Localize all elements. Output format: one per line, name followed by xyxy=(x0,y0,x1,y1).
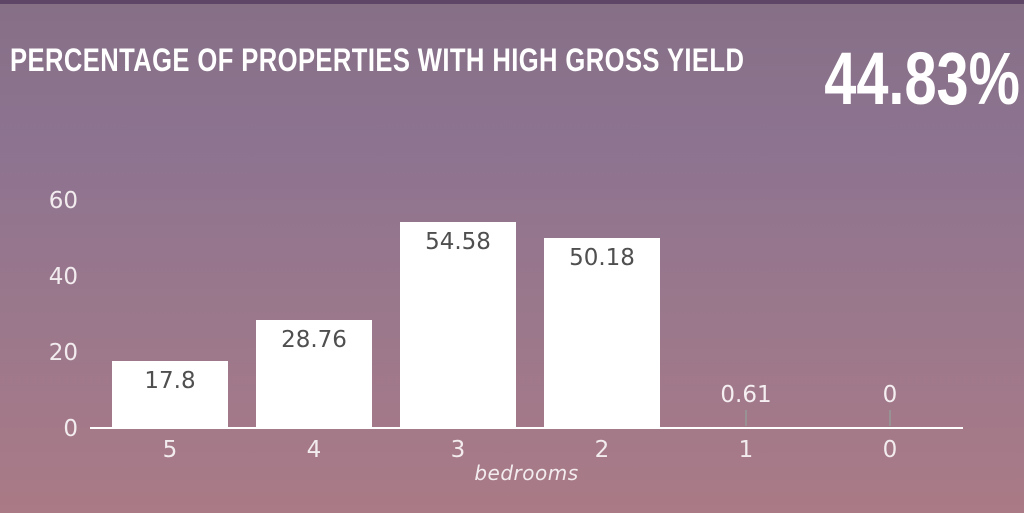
bar-value-label: 17.8 xyxy=(144,368,196,394)
x-tick-label: 0 xyxy=(882,437,898,463)
bar-value-label: 54.58 xyxy=(425,229,491,255)
x-axis-line xyxy=(90,427,963,429)
headline-percentage: 44.83% xyxy=(824,37,1020,120)
x-tick-label: 5 xyxy=(162,437,178,463)
leader-line xyxy=(745,410,747,426)
bar-value-label: 50.18 xyxy=(569,245,635,271)
bar-value-label: 0.61 xyxy=(720,382,772,408)
x-tick-label: 1 xyxy=(738,437,754,463)
bar-bedrooms-3 xyxy=(400,222,516,429)
chart-title: PERCENTAGE OF PROPERTIES WITH HIGH GROSS… xyxy=(10,42,745,78)
y-tick-label: 20 xyxy=(48,340,78,366)
leader-line xyxy=(889,410,891,426)
y-tick-label: 60 xyxy=(48,188,78,214)
bar-bedrooms-2 xyxy=(544,238,660,429)
bar-chart: 17.8 28.76 54.58 50.18 0.61 0 xyxy=(90,150,963,429)
bar-bedrooms-4 xyxy=(256,320,372,429)
bar-bedrooms-5 xyxy=(112,361,228,429)
bar-value-label: 0 xyxy=(882,382,898,408)
y-tick-label: 40 xyxy=(48,264,78,290)
x-tick-label: 3 xyxy=(450,437,466,463)
top-strip xyxy=(0,0,1024,4)
bar-value-label: 28.76 xyxy=(281,327,347,353)
x-tick-label: 2 xyxy=(594,437,610,463)
x-axis-title: bedrooms xyxy=(474,461,579,485)
bar-bedrooms-1 xyxy=(688,427,804,429)
x-tick-label: 4 xyxy=(306,437,322,463)
y-tick-label: 0 xyxy=(63,416,78,442)
